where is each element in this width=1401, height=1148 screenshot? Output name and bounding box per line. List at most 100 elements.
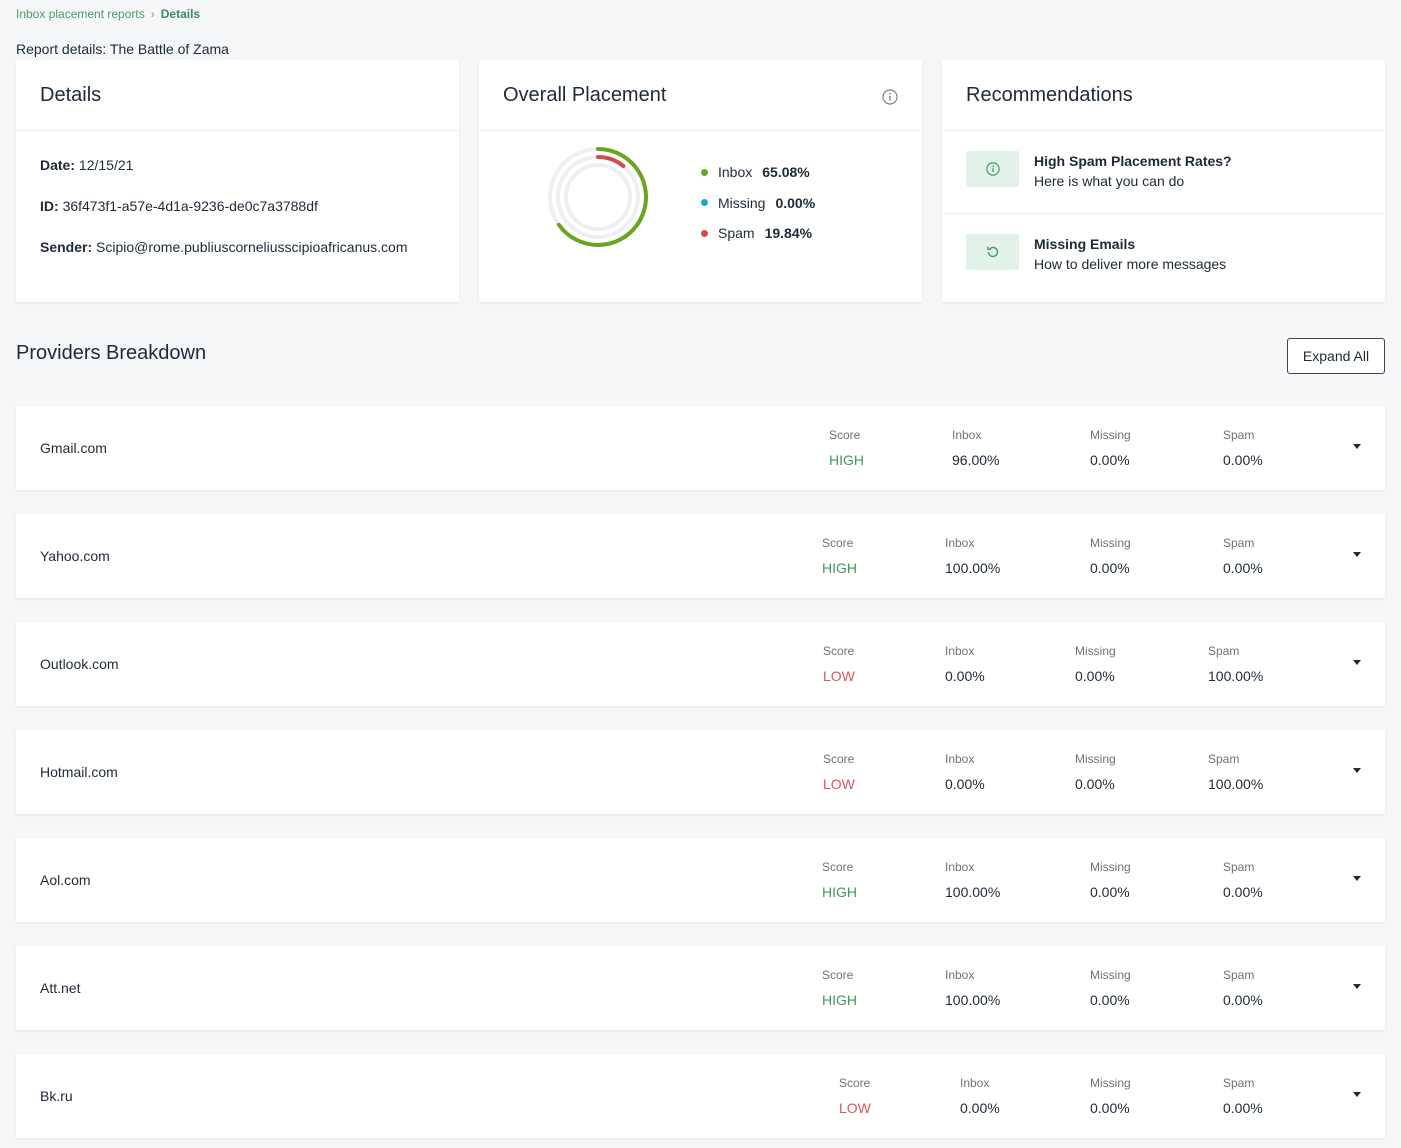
metric-header-spam: Spam (1208, 752, 1240, 766)
metric-value-score: LOW (823, 776, 855, 792)
breadcrumb-parent-link[interactable]: Inbox placement reports (16, 7, 145, 21)
info-icon[interactable] (882, 89, 898, 105)
missing-dot-icon (701, 199, 708, 207)
legend-inbox-value: 65.08% (762, 164, 810, 181)
metric-header-spam: Spam (1223, 968, 1255, 982)
provider-row[interactable]: Yahoo.com Score HIGH Inbox 100.00% Missing 0.0… (16, 514, 1385, 598)
metric-header-missing: Missing (1090, 1076, 1131, 1090)
date-label: Date: (40, 157, 76, 173)
metric-header-missing: Missing (1090, 860, 1131, 874)
provider-score: Score LOW (823, 644, 855, 684)
metric-value-score: HIGH (829, 452, 864, 468)
provider-score: Score HIGH (822, 860, 857, 900)
legend-missing-value: 0.00% (775, 194, 816, 211)
metric-header-inbox: Inbox (945, 860, 975, 874)
placement-heading: Overall Placement (503, 84, 667, 106)
recommendation-missing[interactable]: Missing Emails How to deliver more messa… (942, 213, 1385, 295)
provider-inbox: Inbox 0.00% (945, 644, 985, 684)
metric-header-missing: Missing (1075, 752, 1116, 766)
caret-down-icon[interactable] (1353, 876, 1361, 881)
metric-value-inbox: 100.00% (945, 560, 1001, 576)
metric-header-spam: Spam (1223, 860, 1255, 874)
metric-header-spam: Spam (1223, 536, 1255, 550)
provider-score: Score HIGH (822, 968, 857, 1008)
legend-missing-label: Missing (718, 194, 766, 211)
metric-header-spam: Spam (1208, 644, 1240, 658)
metric-header-missing: Missing (1090, 968, 1131, 982)
caret-down-icon[interactable] (1353, 768, 1361, 773)
caret-down-icon[interactable] (1353, 444, 1361, 449)
metric-header-inbox: Inbox (945, 536, 975, 550)
metric-header-spam: Spam (1223, 1076, 1255, 1090)
metric-header-missing: Missing (1090, 536, 1131, 550)
provider-row[interactable]: Gmail.com Score HIGH Inbox 96.00% Missing 0.00… (16, 406, 1385, 490)
recommendation-missing-title[interactable]: Missing Emails (1034, 236, 1136, 252)
expand-all-button[interactable]: Expand All (1287, 338, 1385, 374)
provider-missing: Missing 0.00% (1090, 1076, 1131, 1116)
provider-row[interactable]: Aol.com Score HIGH Inbox 100.00% Missing 0.00%… (16, 838, 1385, 922)
provider-row[interactable]: Outlook.com Score LOW Inbox 0.00% Missing 0.00… (16, 622, 1385, 706)
metric-header-missing: Missing (1090, 428, 1131, 442)
metric-value-spam: 0.00% (1223, 452, 1263, 468)
metric-header-inbox: Inbox (945, 644, 975, 658)
provider-row[interactable]: Hotmail.com Score LOW Inbox 0.00% Missing 0.00… (16, 730, 1385, 814)
provider-spam: Spam 0.00% (1223, 536, 1263, 576)
id-label: ID: (40, 198, 59, 214)
info-icon (966, 151, 1019, 187)
metric-header-score: Score (839, 1076, 871, 1090)
spam-dot-icon (701, 229, 708, 237)
metric-value-score: LOW (823, 668, 855, 684)
placement-card-title: Overall Placement (479, 60, 922, 131)
caret-down-icon[interactable] (1353, 984, 1361, 989)
metric-value-inbox: 96.00% (952, 452, 1000, 468)
metric-header-score: Score (822, 968, 854, 982)
details-card-title: Details (16, 60, 459, 131)
provider-spam: Spam 0.00% (1223, 968, 1263, 1008)
provider-score: Score LOW (839, 1076, 871, 1116)
metric-value-spam: 0.00% (1223, 992, 1263, 1008)
chevron-right-icon: › (150, 7, 155, 21)
recommendation-spam-title[interactable]: High Spam Placement Rates? (1034, 153, 1232, 169)
provider-inbox: Inbox 0.00% (960, 1076, 1000, 1116)
metric-header-score: Score (823, 644, 855, 658)
provider-name: Hotmail.com (40, 764, 118, 780)
provider-name: Aol.com (40, 872, 91, 888)
provider-missing: Missing 0.00% (1090, 968, 1131, 1008)
provider-spam: Spam 100.00% (1208, 644, 1263, 684)
recommendations-card-title: Recommendations (942, 60, 1385, 131)
breadcrumb-current: Details (160, 7, 201, 21)
metric-value-inbox: 100.00% (945, 884, 1001, 900)
provider-row[interactable]: Bk.ru Score LOW Inbox 0.00% Missing 0.00% Spam 0… (16, 1054, 1385, 1138)
caret-down-icon[interactable] (1353, 660, 1361, 665)
provider-inbox: Inbox 96.00% (952, 428, 999, 468)
provider-inbox: Inbox 100.00% (945, 860, 1000, 900)
provider-inbox: Inbox 100.00% (945, 536, 1000, 576)
provider-name: Outlook.com (40, 656, 119, 672)
metric-header-inbox: Inbox (960, 1076, 990, 1090)
caret-down-icon[interactable] (1353, 1092, 1361, 1097)
id-value: 36f473f1-a57e-4d1a-9236-de0c7a3788df (62, 198, 318, 214)
detail-date: Date: 12/15/21 (40, 157, 133, 173)
provider-score: Score HIGH (829, 428, 864, 468)
details-heading: Details (40, 84, 102, 106)
detail-id: ID: 36f473f1-a57e-4d1a-9236-de0c7a3788df (40, 198, 318, 214)
caret-down-icon[interactable] (1353, 552, 1361, 557)
metric-value-inbox: 100.00% (945, 992, 1001, 1008)
metric-value-missing: 0.00% (1075, 668, 1115, 684)
overall-placement-card: Overall Placement Inbox 65.08% Missing 0… (479, 60, 922, 302)
metric-value-spam: 100.00% (1208, 668, 1264, 684)
inbox-dot-icon (701, 168, 708, 176)
breadcrumb: Inbox placement reports › Details (16, 7, 200, 21)
provider-missing: Missing 0.00% (1075, 752, 1116, 792)
provider-name: Yahoo.com (40, 548, 110, 564)
metric-value-spam: 0.00% (1223, 1100, 1263, 1116)
provider-row[interactable]: Att.net Score HIGH Inbox 100.00% Missing 0.00%… (16, 946, 1385, 1030)
recommendation-spam[interactable]: High Spam Placement Rates? Here is what … (942, 131, 1385, 213)
page-title: Report details: The Battle of Zama (16, 41, 229, 57)
metric-value-spam: 0.00% (1223, 560, 1263, 576)
sender-value: Scipio@rome.publiuscorneliusscipioafrica… (96, 239, 408, 255)
provider-missing: Missing 0.00% (1090, 428, 1131, 468)
sender-label: Sender: (40, 239, 93, 255)
provider-inbox: Inbox 0.00% (945, 752, 985, 792)
provider-spam: Spam 0.00% (1223, 428, 1263, 468)
